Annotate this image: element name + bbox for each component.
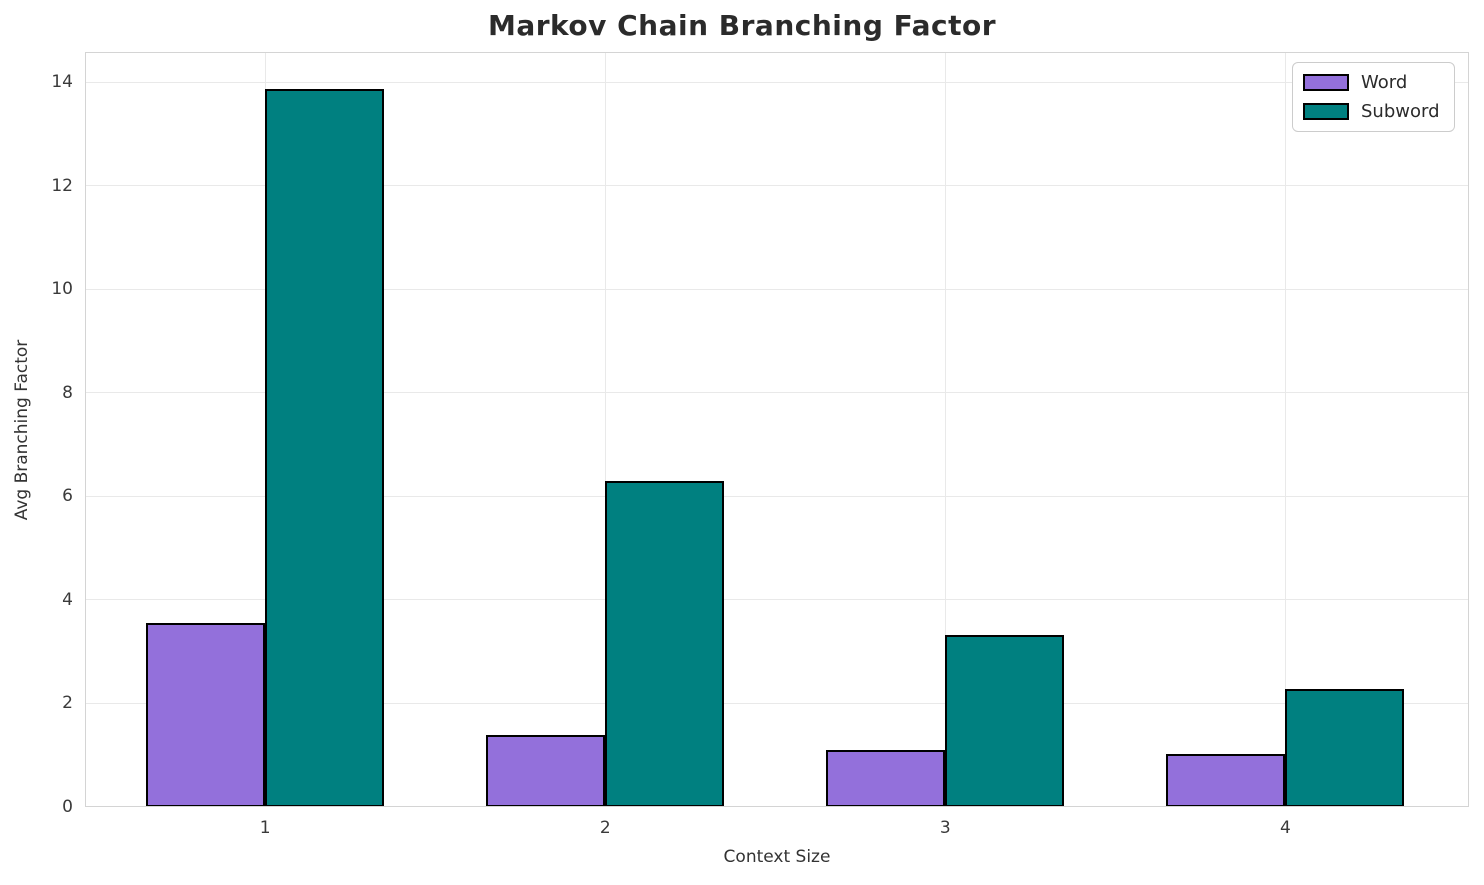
y-tick-label-10: 10 bbox=[51, 279, 73, 300]
legend-item-word: Word bbox=[1303, 72, 1440, 93]
y-tick-label-12: 12 bbox=[51, 175, 73, 196]
y-gridline-8 bbox=[85, 392, 1469, 394]
y-tick-label-14: 14 bbox=[51, 72, 73, 93]
legend-swatch-subword bbox=[1303, 103, 1349, 120]
y-gridline-10 bbox=[85, 288, 1469, 290]
legend-label-subword: Subword bbox=[1361, 101, 1440, 122]
x-axis-label: Context Size bbox=[723, 847, 831, 867]
bar-word-1 bbox=[146, 623, 266, 807]
legend-label-word: Word bbox=[1361, 72, 1408, 93]
bar-subword-3 bbox=[945, 635, 1065, 807]
y-gridline-12 bbox=[85, 185, 1469, 187]
y-gridline-6 bbox=[85, 495, 1469, 497]
x-gridline-4 bbox=[1284, 52, 1286, 807]
y-tick-label-8: 8 bbox=[62, 382, 73, 403]
y-tick-label-0: 0 bbox=[62, 797, 73, 817]
y-gridline-14 bbox=[85, 81, 1469, 83]
x-tick-label-1: 1 bbox=[259, 818, 271, 838]
x-tick-label-3: 3 bbox=[939, 818, 951, 838]
y-tick-label-4: 4 bbox=[62, 589, 73, 610]
x-gridline-3 bbox=[944, 52, 946, 807]
legend-swatch-word bbox=[1303, 74, 1349, 91]
legend-item-subword: Subword bbox=[1303, 101, 1440, 122]
y-gridline-4 bbox=[85, 599, 1469, 601]
legend: Word Subword bbox=[1292, 62, 1455, 132]
y-tick-label-2: 2 bbox=[62, 693, 73, 714]
y-gridline-2 bbox=[85, 702, 1469, 704]
x-tick-label-4: 4 bbox=[1279, 818, 1291, 838]
bar-subword-2 bbox=[605, 480, 725, 807]
bar-word-2 bbox=[486, 734, 606, 807]
bar-subword-4 bbox=[1285, 688, 1405, 807]
chart-title: Markov Chain Branching Factor bbox=[487, 9, 997, 42]
y-tick-label-6: 6 bbox=[62, 486, 73, 507]
x-gridline-2 bbox=[604, 52, 606, 807]
bar-word-4 bbox=[1166, 753, 1286, 807]
x-tick-label-2: 2 bbox=[599, 818, 611, 838]
bar-subword-1 bbox=[265, 88, 385, 807]
bar-word-3 bbox=[826, 750, 946, 807]
